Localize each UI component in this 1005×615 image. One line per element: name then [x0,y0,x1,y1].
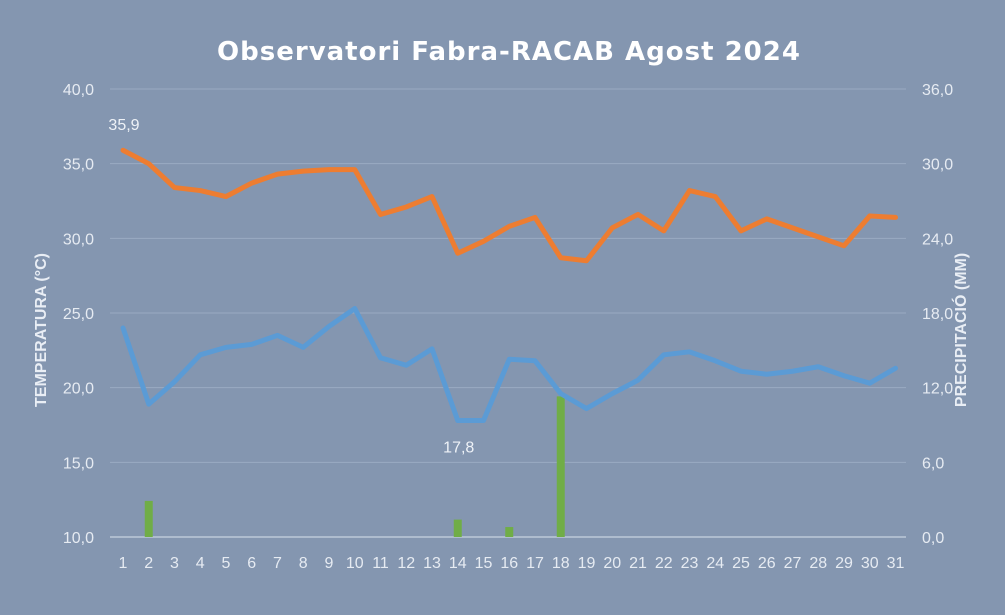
precipitation-bars [144,396,565,537]
x-tick-label: 12 [397,555,415,572]
x-tick-label: 11 [372,555,389,572]
x-tick-label: 17 [526,555,544,572]
x-tick-label: 24 [706,555,724,572]
y-right-tick-label: 36,0 [922,82,953,99]
x-tick-label: 27 [784,555,802,572]
precip-bar [556,396,565,537]
x-tick-label: 22 [655,555,673,572]
x-tick-label: 23 [681,555,699,572]
y-left-tick-label: 30,0 [63,231,94,248]
y-left-tick-label: 40,0 [63,82,94,99]
precip-bar [453,519,462,537]
x-tick-label: 2 [144,555,153,572]
data-label: 17,8 [443,440,474,457]
precip-bar [505,527,514,537]
x-tick-label: 28 [809,555,827,572]
precip-bar [144,500,153,537]
y-left-tick-label: 35,0 [63,157,94,174]
y-axis-left-ticks: 10,0 15,0 20,0 25,0 30,0 35,0 40,0 [63,82,94,547]
y-axis-right-ticks: 0,0 6,0 12,0 18,0 24,0 30,0 36,0 [922,82,953,547]
y-right-tick-label: 12,0 [922,381,953,398]
x-tick-label: 30 [861,555,879,572]
x-tick-label: 14 [449,555,467,572]
y-axis-left-title: TEMPERATURA (°C) [33,253,50,407]
x-tick-label: 6 [247,555,256,572]
y-right-tick-label: 18,0 [922,306,953,323]
y-left-tick-label: 20,0 [63,381,94,398]
x-tick-label: 21 [629,555,647,572]
x-tick-label: 20 [603,555,621,572]
y-left-tick-label: 15,0 [63,455,94,472]
x-tick-label: 29 [835,555,853,572]
x-tick-label: 3 [170,555,179,572]
x-tick-label: 31 [887,555,905,572]
min-temp-line [120,306,898,424]
y-axis-right-title: PRECIPITACIÓ (MM) [951,253,970,407]
x-tick-label: 13 [423,555,441,572]
x-tick-label: 5 [222,555,231,572]
x-tick-label: 9 [325,555,334,572]
x-tick-label: 1 [119,555,128,572]
x-axis-ticks: 1 2 3 4 5 6 7 8 9 10 11 12 13 14 15 16 17 18 19 20 21 22 23 24 2… [119,555,905,572]
x-tick-label: 7 [273,555,282,572]
x-tick-label: 26 [758,555,776,572]
data-label: 35,9 [108,117,139,134]
x-tick-label: 18 [552,555,570,572]
y-left-tick-label: 10,0 [63,530,94,547]
max-temp-line [120,147,898,264]
x-tick-label: 4 [196,555,205,572]
y-right-tick-label: 0,0 [922,530,944,547]
x-tick-label: 10 [346,555,364,572]
chart-title: Observatori Fabra-RACAB Agost 2024 [217,37,801,67]
gridlines [110,88,906,538]
x-tick-label: 25 [732,555,750,572]
x-tick-label: 8 [299,555,308,572]
y-right-tick-label: 30,0 [922,157,953,174]
x-tick-label: 19 [578,555,596,572]
temperature-lines [120,147,898,424]
y-left-tick-label: 25,0 [63,306,94,323]
y-right-tick-label: 6,0 [922,455,944,472]
x-tick-label: 15 [475,555,493,572]
data-labels: 35,9 17,8 [108,117,474,456]
x-tick-label: 16 [500,555,518,572]
y-right-tick-label: 24,0 [922,231,953,248]
